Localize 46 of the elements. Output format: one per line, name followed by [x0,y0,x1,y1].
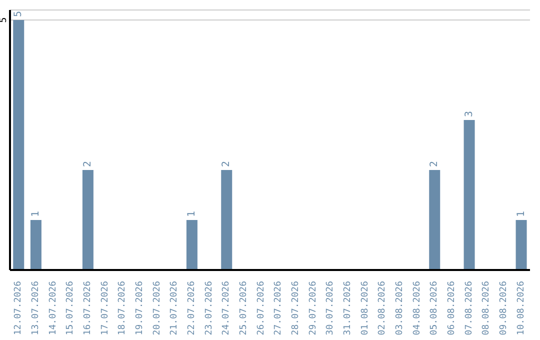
data-label: 5 [13,10,24,17]
bar [30,220,42,270]
data-label: 2 [429,160,440,167]
x-tick-label: 29.07.2026 [308,281,318,336]
bar [516,220,527,270]
x-tick-label: 31.07.2026 [343,281,353,336]
x-tick-label: 13.07.2026 [31,281,41,336]
data-label: 1 [30,210,42,217]
x-tick-label: 15.07.2026 [66,281,76,336]
data-label: 1 [186,210,198,217]
x-tick-label: 30.07.2026 [326,281,336,336]
x-tick-label: 06.08.2026 [447,281,457,336]
bar [82,170,94,270]
x-tick-label: 01.08.2026 [360,281,370,336]
data-label: 2 [221,160,232,167]
x-tick-label: 10.08.2026 [516,281,526,336]
data-label: 3 [464,110,475,117]
x-tick-label: 28.07.2026 [291,281,301,336]
x-tick-label: 26.07.2026 [256,281,266,336]
bar [186,220,198,270]
x-tick-label: 05.08.2026 [430,281,440,336]
x-tick-label: 22.07.2026 [187,281,197,336]
bar [221,170,232,270]
x-tick-label: 08.08.2026 [482,281,492,336]
x-tick-label: 17.07.2026 [100,281,110,336]
x-tick-label: 27.07.2026 [274,281,284,336]
x-tick-label: 25.07.2026 [239,281,249,336]
x-tick-label: 20.07.2026 [152,281,162,336]
x-tick-label: 09.08.2026 [499,281,509,336]
x-tick-label: 23.07.2026 [204,281,214,336]
x-tick-label: 19.07.2026 [135,281,145,336]
x-tick-label: 18.07.2026 [118,281,128,336]
x-tick-label: 03.08.2026 [395,281,405,336]
data-label: 2 [82,160,94,167]
x-tick-label: 14.07.2026 [48,281,58,336]
x-tick-label: 21.07.2026 [170,281,180,336]
x-tick-label: 02.08.2026 [378,281,388,336]
x-tick-label: 16.07.2026 [83,281,93,336]
x-tick-label: 24.07.2026 [222,281,232,336]
data-label: 1 [516,210,527,217]
x-tick-label: 12.07.2026 [14,281,24,336]
bar [464,120,475,270]
x-tick-label: 04.08.2026 [412,281,422,336]
bar [429,170,440,270]
bar [13,20,24,270]
x-tick-label: 07.08.2026 [464,281,474,336]
